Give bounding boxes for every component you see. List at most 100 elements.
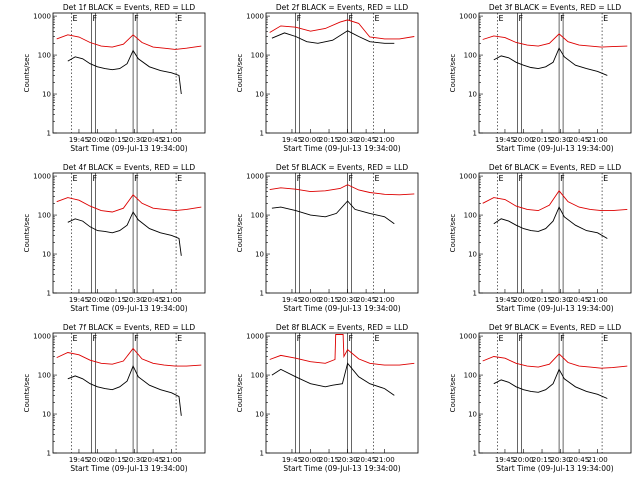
x-tick-label: 20:30 [124, 296, 144, 304]
x-axis-label: Start Time (09-Jul-13 19:34:00) [70, 144, 187, 153]
y-axis-label: Counts/sec [449, 214, 457, 253]
series-lld-line [56, 347, 202, 367]
x-axis-label: Start Time (09-Jul-13 19:34:00) [496, 464, 613, 473]
series-events-line [271, 30, 395, 44]
panel-title: Det 5f BLACK = Events, RED = LLD [276, 163, 409, 172]
y-tick-label: 10 [255, 251, 264, 259]
y-tick-label: 10 [42, 411, 51, 419]
x-tick-label: 20:45 [569, 456, 589, 464]
marker-label: E [177, 334, 182, 343]
y-tick-label: 10 [255, 91, 264, 99]
marker-label: E [375, 174, 380, 183]
marker-label: F [349, 174, 354, 183]
y-tick-label: 10 [42, 91, 51, 99]
x-tick-label: 19:45 [282, 136, 302, 144]
x-axis-label: Start Time (09-Jul-13 19:34:00) [496, 304, 613, 313]
y-tick-label: 100 [38, 212, 51, 220]
panel-det-4: Det 4f BLACK = Events, RED = LLD 1 10 100 10… [23, 163, 206, 313]
panel-title: Det 8f BLACK = Events, RED = LLD [276, 323, 409, 332]
marker-label: E [73, 174, 78, 183]
y-tick-label: 1000 [459, 13, 477, 21]
y-tick-label: 10 [468, 91, 477, 99]
y-tick-label: 1 [47, 290, 51, 298]
marker-label: E [499, 334, 504, 343]
y-tick-label: 10 [255, 411, 264, 419]
series-events-line [67, 49, 182, 95]
x-tick-label: 20:00 [513, 136, 533, 144]
marker-label: E [73, 334, 78, 343]
x-axis-label: Start Time (09-Jul-13 19:34:00) [283, 464, 400, 473]
panel-det-3: Det 3f BLACK = Events, RED = LLD 1 10 100 10… [449, 3, 632, 153]
y-tick-label: 1000 [459, 333, 477, 341]
x-tick-label: 21:00 [375, 296, 395, 304]
marker-label: E [375, 334, 380, 343]
y-tick-label: 1 [473, 450, 477, 458]
series-lld-line [269, 184, 415, 196]
x-tick-label: 19:45 [69, 456, 89, 464]
x-tick-label: 19:45 [69, 296, 89, 304]
x-tick-label: 20:45 [569, 136, 589, 144]
x-tick-label: 19:45 [495, 456, 515, 464]
y-tick-label: 1000 [33, 333, 51, 341]
marker-label: E [499, 14, 504, 23]
y-axis-label: Counts/sec [236, 214, 244, 253]
y-tick-label: 100 [251, 52, 264, 60]
plot-frame [265, 172, 419, 294]
y-axis-label: Counts/sec [236, 374, 244, 413]
x-tick-label: 20:30 [550, 296, 570, 304]
x-axis-label: Start Time (09-Jul-13 19:34:00) [70, 464, 187, 473]
panel-det-5: Det 5f BLACK = Events, RED = LLD 1 10 100 10… [236, 163, 419, 313]
x-tick-label: 19:45 [69, 136, 89, 144]
marker-label: F [134, 174, 139, 183]
series-lld-line [56, 34, 202, 50]
marker-label: F [560, 174, 565, 183]
y-tick-label: 10 [468, 251, 477, 259]
y-tick-label: 1 [260, 290, 264, 298]
marker-label: E [375, 14, 380, 23]
panel-det-6: Det 6f BLACK = Events, RED = LLD 1 10 100 10… [449, 163, 632, 313]
plot-frame [52, 12, 206, 134]
x-tick-label: 20:45 [356, 296, 376, 304]
y-tick-label: 100 [464, 52, 477, 60]
x-tick-label: 21:00 [588, 296, 608, 304]
y-tick-label: 10 [468, 411, 477, 419]
marker-label: F [297, 334, 302, 343]
series-events-line [67, 364, 182, 416]
x-tick-label: 21:00 [162, 296, 182, 304]
x-tick-label: 20:45 [143, 296, 163, 304]
y-tick-label: 100 [251, 372, 264, 380]
x-tick-label: 20:00 [87, 456, 107, 464]
y-tick-label: 1 [260, 130, 264, 138]
y-tick-label: 10 [42, 251, 51, 259]
y-axis-label: Counts/sec [449, 54, 457, 93]
series-lld-line [269, 334, 415, 366]
x-tick-label: 20:00 [300, 456, 320, 464]
x-tick-label: 20:15 [106, 296, 126, 304]
x-tick-label: 20:45 [356, 456, 376, 464]
panel-title: Det 2f BLACK = Events, RED = LLD [276, 3, 409, 12]
x-tick-label: 20:15 [106, 456, 126, 464]
marker-label: F [349, 334, 354, 343]
x-tick-label: 20:00 [87, 296, 107, 304]
x-tick-label: 20:30 [550, 136, 570, 144]
panel-det-8: Det 8f BLACK = Events, RED = LLD 1 10 100 10… [236, 323, 419, 473]
x-axis-label: Start Time (09-Jul-13 19:34:00) [283, 144, 400, 153]
marker-label: E [177, 174, 182, 183]
x-tick-label: 20:30 [550, 456, 570, 464]
x-tick-label: 20:15 [532, 136, 552, 144]
marker-label: F [519, 174, 524, 183]
plot-frame [52, 332, 206, 454]
marker-label: F [297, 174, 302, 183]
x-tick-label: 20:15 [319, 296, 339, 304]
panel-det-7: Det 7f BLACK = Events, RED = LLD 1 10 100 10… [23, 323, 206, 473]
marker-label: F [519, 14, 524, 23]
y-axis-label: Counts/sec [236, 54, 244, 93]
marker-label: F [519, 334, 524, 343]
x-axis-label: Start Time (09-Jul-13 19:34:00) [496, 144, 613, 153]
x-tick-label: 19:45 [495, 136, 515, 144]
y-tick-label: 1000 [459, 173, 477, 181]
y-axis-label: Counts/sec [23, 214, 31, 253]
marker-label: F [349, 14, 354, 23]
plot-frame [478, 172, 632, 294]
x-tick-label: 21:00 [588, 456, 608, 464]
